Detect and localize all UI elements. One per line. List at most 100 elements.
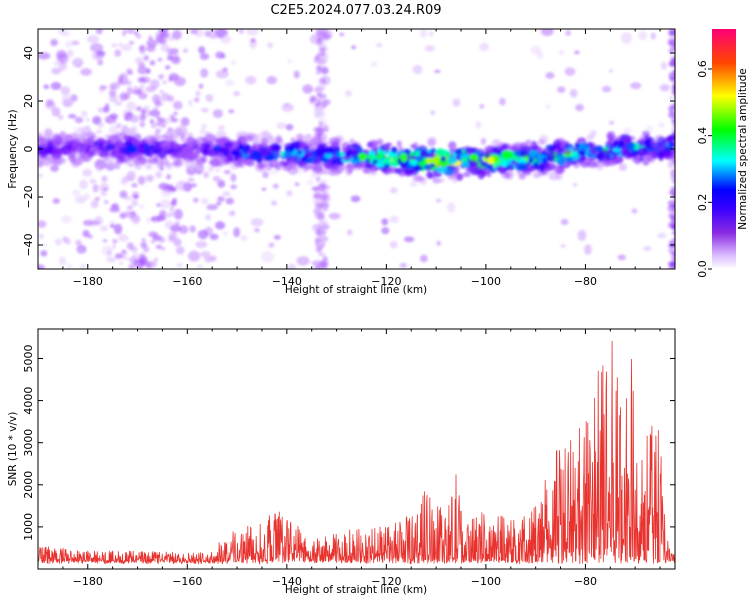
spectrogram-cell: [124, 257, 130, 261]
spectrogram-cell: [320, 157, 327, 162]
spectrogram-cell: [316, 246, 323, 251]
spectrogram-cell: [409, 180, 418, 187]
spectrogram-cell: [577, 156, 583, 164]
spectrogram-cell: [353, 162, 363, 169]
spectrogram-cell: [350, 149, 360, 157]
spectrogram-cell: [499, 97, 506, 106]
spectrogram-cell: [267, 42, 273, 49]
spectrogram-cell: [320, 179, 328, 186]
spectrogram-cell: [287, 159, 295, 166]
spectrogram-cell: [630, 82, 642, 90]
spectrogram-cell: [316, 52, 323, 58]
spectrogram-cell: [621, 32, 632, 44]
spectrogram-cell: [337, 160, 343, 165]
spectrogram-cell: [486, 172, 492, 178]
spectrogram-cell: [569, 88, 578, 98]
spectrogram-cell: [670, 261, 675, 267]
spectrogram-cell: [160, 199, 171, 209]
spectrogram-cell: [415, 165, 424, 171]
spectrogram-cell: [101, 175, 108, 183]
spectrogram-cell: [54, 159, 62, 166]
snr-series-line: [38, 340, 675, 565]
spectrogram-cell: [358, 152, 367, 161]
spectrogram-cell: [670, 207, 675, 213]
spectrogram-cell: [261, 187, 267, 191]
spectrogram-cell: [169, 133, 176, 141]
spectrogram-cell: [594, 145, 604, 153]
spectrogram-cell: [166, 56, 173, 61]
spectrogram-cell: [322, 128, 329, 133]
spectrogram-cell: [479, 42, 490, 52]
spectrogram-cell: [311, 136, 323, 145]
spectrogram-cell: [79, 179, 88, 190]
colorbar-label: Normalized spectral amplitude: [737, 68, 749, 229]
spectrogram-cell: [523, 169, 532, 176]
spectrogram-cell: [195, 90, 201, 97]
spectrogram-cell: [335, 151, 342, 158]
spectrogram-cell: [124, 80, 132, 86]
spectrogram-cell: [610, 154, 623, 165]
spectrogram-cell: [112, 244, 116, 250]
spectrogram-cell: [638, 30, 647, 41]
spectrogram-cell: [187, 99, 193, 105]
spectrogram-cell: [56, 53, 69, 64]
spectrogram-cell: [38, 144, 42, 152]
spectrogram-cell: [672, 68, 675, 74]
colorbar-tick-label: 0.0: [696, 260, 709, 278]
spectrogram-cell: [145, 174, 154, 182]
spectrogram-cell: [141, 238, 146, 242]
spectrogram-cell: [52, 198, 60, 204]
spectrogram-cell: [106, 256, 117, 263]
spectrogram-cell: [172, 29, 182, 40]
spectrogram-cell: [460, 157, 468, 163]
spectrogram-cell: [674, 36, 675, 40]
spectrogram-cell: [145, 86, 156, 93]
spectrogram-cell: [370, 141, 376, 149]
spectrogram-cell: [233, 227, 241, 238]
spectrogram-cell: [203, 171, 210, 178]
spectrogram-cell: [38, 233, 44, 240]
spectrogram-cell: [671, 194, 675, 199]
spectrogram-cell: [113, 223, 123, 235]
spectrogram-cell: [430, 110, 436, 116]
spectrogram-cell: [161, 247, 166, 251]
spectrogram-cell: [312, 192, 322, 199]
spectrogram-cell: [106, 249, 112, 257]
spectrogram-cell: [202, 148, 209, 157]
spectrogram-cell: [325, 146, 333, 151]
spectrogram-cell: [480, 137, 486, 145]
spectrogram-cell: [38, 173, 43, 178]
spectrogram-cell: [222, 191, 231, 197]
spectrogram-cell: [536, 50, 544, 60]
spectrogram-cell: [209, 142, 217, 147]
spectrogram-cell: [271, 146, 279, 152]
y-tick-label: 2000: [22, 471, 35, 499]
spectrogram-cell: [53, 134, 63, 145]
spectrogram-cell: [98, 138, 106, 145]
spectrogram-cell: [82, 230, 90, 238]
spectrogram-cell: [170, 224, 181, 233]
spectrogram-cell: [345, 162, 356, 172]
spectrogram-cell: [479, 160, 490, 167]
spectrogram-cell: [595, 154, 603, 160]
spectrogram-cell: [331, 159, 338, 165]
spectrogram-cell: [660, 150, 672, 159]
spectrogram-cell: [671, 89, 675, 96]
spectrogram-cell: [290, 141, 301, 150]
spectrogram-cell: [372, 159, 378, 164]
spectrogram-cell: [238, 29, 244, 34]
spectrogram-cell: [58, 114, 64, 120]
spectrogram-cell: [618, 163, 628, 172]
spectrogram-cell: [245, 75, 257, 85]
spectrogram-cell: [230, 60, 237, 65]
spectrogram-cell: [81, 110, 88, 117]
spectrogram-cell: [574, 50, 580, 55]
spectrogram-cell: [671, 45, 675, 50]
spectrogram-cell: [142, 245, 150, 253]
spectrogram-cell: [322, 99, 331, 106]
spectrogram-cell: [262, 171, 269, 179]
spectrogram-cell: [212, 176, 221, 182]
spectrogram-cell: [586, 157, 594, 165]
spectrogram-cell: [669, 189, 675, 196]
spectrogram-cell: [623, 127, 632, 134]
